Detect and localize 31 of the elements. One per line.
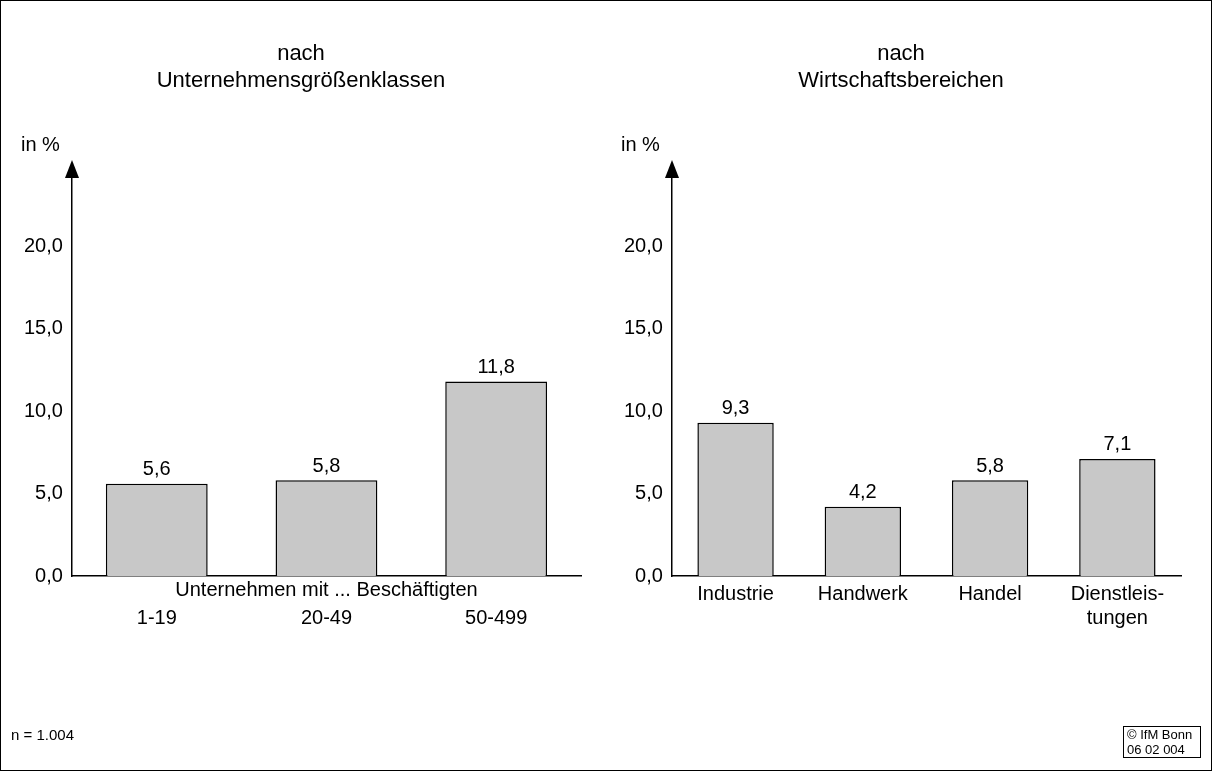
text: n = 1.004: [11, 726, 74, 743]
data-label: 5,8: [976, 453, 1004, 476]
data-label: 5,6: [142, 457, 171, 480]
x-tick-label: Handwerk: [817, 581, 909, 604]
x-tick-label: Dienstleis- tungen: [1070, 581, 1165, 628]
y-tick-label: 0,0: [635, 563, 663, 586]
chart-title: nach Wirtschaftsbereichen: [798, 40, 1004, 92]
x-tick-label: Industrie: [697, 581, 774, 604]
y-tick-label: 20,0: [623, 233, 663, 256]
data-label: 4,2: [848, 480, 877, 503]
y-tick-label: 15,0: [23, 316, 63, 339]
data-label: 11,8: [477, 354, 515, 377]
x-tick-label: 20-49: [300, 605, 353, 628]
x-tick-label: 50-499: [465, 605, 528, 628]
y-tick-label: 15,0: [623, 316, 663, 339]
x-tick-label: Handel: [958, 581, 1022, 604]
text: © IfM Bonn 06 02 004: [1123, 726, 1201, 758]
y-tick-label: 10,0: [23, 398, 63, 421]
data-label: 9,3: [721, 396, 750, 419]
x-axis-title: Unternehmen mit ... Beschäftigten: [175, 577, 478, 600]
y-tick-label: 5,0: [35, 481, 63, 504]
data-label: 5,8: [312, 453, 341, 476]
y-tick-label: 0,0: [35, 563, 63, 586]
x-tick-label: 1-19: [136, 605, 177, 628]
chart-title: nach Unternehmensgrößenklassen: [156, 40, 446, 92]
data-label: 7,1: [1103, 432, 1132, 455]
y-tick-label: 10,0: [623, 398, 663, 421]
y-tick-label: 5,0: [635, 481, 663, 504]
y-axis-title: in %: [21, 133, 61, 156]
y-tick-label: 20,0: [23, 233, 63, 256]
y-axis-title: in %: [621, 133, 661, 156]
